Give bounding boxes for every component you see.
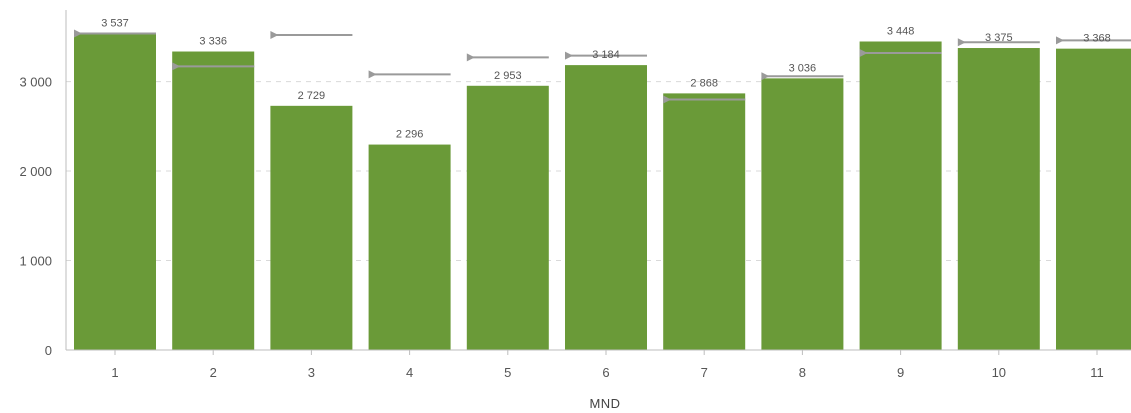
target-marker <box>270 31 279 40</box>
bar <box>663 93 746 351</box>
y-tick-label: 0 <box>45 343 52 358</box>
data-label: 3 184 <box>592 49 620 61</box>
y-axis: 0 1 000 2 000 3 000 <box>19 10 67 358</box>
x-tick-label: 5 <box>504 365 511 380</box>
x-tick-label: 3 <box>308 365 315 380</box>
target-marker <box>761 72 770 81</box>
data-label: 3 036 <box>789 62 817 74</box>
target-marker <box>368 70 377 79</box>
bar <box>368 144 451 350</box>
data-label: 3 336 <box>199 36 227 48</box>
y-tick-label: 1 000 <box>19 254 52 269</box>
bar <box>172 51 255 351</box>
bar <box>859 41 942 350</box>
x-tick-label: 1 <box>111 365 118 380</box>
data-label: 2 868 <box>690 77 718 89</box>
bar <box>1056 48 1131 351</box>
bar <box>957 48 1040 351</box>
target-markers <box>74 29 1131 104</box>
target-marker <box>663 95 672 104</box>
bar <box>565 65 647 351</box>
data-label: 3 368 <box>1083 33 1111 45</box>
data-label: 2 729 <box>298 90 326 102</box>
target-marker <box>1056 36 1064 45</box>
data-label: 3 375 <box>985 32 1013 44</box>
target-marker <box>565 51 573 60</box>
data-label: 3 537 <box>101 18 129 30</box>
x-tick-label: 7 <box>701 365 708 380</box>
data-labels: 3 537 3 336 2 729 2 296 2 953 3 184 2 868 3 036… <box>101 18 1111 141</box>
x-tick-label: 10 <box>992 365 1006 380</box>
x-axis-title: MND <box>589 396 620 411</box>
x-tick-label: 11 <box>1090 365 1104 380</box>
y-tick-label: 3 000 <box>19 75 52 90</box>
x-tick-label: 2 <box>210 365 217 380</box>
y-tick-label: 2 000 <box>19 164 52 179</box>
bar <box>761 78 844 350</box>
x-tick-label: 9 <box>897 365 904 380</box>
x-tick-label: 8 <box>799 365 806 380</box>
x-axis: 1 2 3 4 5 6 7 8 9 10 11 <box>66 349 1131 380</box>
target-marker <box>859 48 868 57</box>
x-tick-label: 4 <box>406 365 413 380</box>
target-marker <box>466 53 475 62</box>
x-tick-label: 6 <box>602 365 609 380</box>
bars <box>74 33 1131 351</box>
data-label: 2 953 <box>494 70 522 82</box>
target-marker <box>172 62 181 71</box>
bar <box>466 85 549 350</box>
target-marker <box>74 29 82 38</box>
target-marker <box>957 38 966 47</box>
bar <box>270 105 353 350</box>
data-label: 3 448 <box>887 25 915 37</box>
data-label: 2 296 <box>396 129 424 141</box>
bar <box>74 33 156 350</box>
